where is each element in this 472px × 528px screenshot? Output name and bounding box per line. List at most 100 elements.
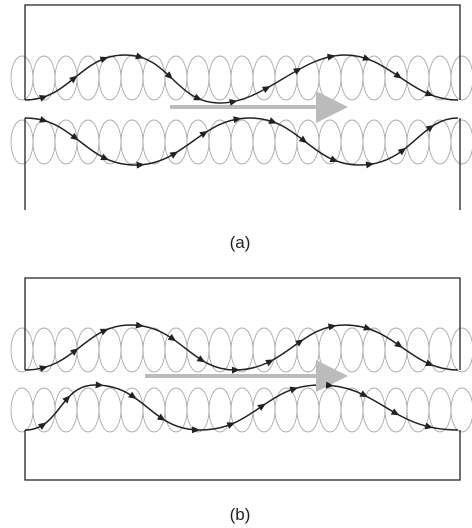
coil [318,327,342,373]
arrowhead [229,98,238,106]
coil [384,327,408,373]
arrowhead [363,323,372,331]
arrowhead [62,395,71,404]
arrowhead [70,132,79,141]
coil [76,387,100,433]
coil [318,387,342,433]
coil [10,327,34,373]
coil [274,119,298,165]
wave [24,324,459,371]
coil [32,119,56,165]
coil [340,327,364,373]
arrowhead [289,386,299,394]
arrowhead [257,403,266,411]
wave [24,117,459,166]
arrowhead [424,422,434,430]
coil [230,387,254,433]
coil [450,119,472,165]
coil [428,55,452,101]
arrowhead [325,381,335,389]
coil [274,55,298,101]
arrowhead [365,161,375,169]
coil [208,119,232,165]
coils [10,55,472,433]
upper-frame-b [24,277,461,370]
arrowhead [298,135,308,144]
arrowhead [191,426,201,434]
coil [296,119,320,165]
coil [10,387,34,433]
arrowhead [193,93,203,101]
arrowhead [295,339,304,347]
arrowhead [424,89,434,97]
arrowhead [425,124,435,133]
arrowhead [265,359,274,367]
coil [340,119,364,165]
arrowhead [327,53,336,61]
arrowhead [164,71,173,80]
arrowhead [390,408,400,416]
arrowhead [167,333,177,342]
arrowhead [100,153,110,161]
coil [164,55,188,101]
arrowhead [37,422,47,430]
coil [296,327,320,373]
coil [450,327,472,373]
arrowhead [329,155,339,163]
coil [252,119,276,165]
coil [186,387,210,433]
coil [340,55,364,101]
lower-frame-b [24,430,461,481]
coil [120,55,144,101]
arrowhead [231,366,240,374]
lower-frame-a [24,118,461,210]
coil [98,387,122,433]
coil [384,55,408,101]
coil [362,119,386,165]
arrowhead [233,116,242,124]
arrowhead [327,323,337,331]
coil [406,119,430,165]
upper-frame-a [24,4,461,100]
coil [340,387,364,433]
coil [318,55,342,101]
arrowhead [99,328,109,336]
wave [24,54,459,104]
arrowhead [69,75,78,84]
coil [142,119,166,165]
coil [230,55,254,101]
coil [230,119,254,165]
coil [384,119,408,165]
coil [362,55,386,101]
coil [208,55,232,101]
arrowhead [135,52,144,60]
arrowhead [39,116,48,123]
arrowhead [95,381,104,389]
arrowhead [196,355,206,363]
coil [142,387,166,433]
coil [186,119,210,165]
coil [186,327,210,373]
coil [230,327,254,373]
arrowhead [39,365,48,373]
arrowhead [268,117,278,124]
coil [76,327,100,373]
arrowhead [293,67,302,75]
coil [296,387,320,433]
arrowhead [169,151,179,159]
coil [296,55,320,101]
panel-label: (a) [230,233,251,252]
arrowhead [394,340,403,348]
coil [362,387,386,433]
coil [428,387,452,433]
arrowhead [128,391,137,399]
coil [142,327,166,373]
arrowhead [397,147,407,156]
coil [164,327,188,373]
coil [252,327,276,373]
coil [450,387,472,433]
arrowhead [156,413,166,421]
arrowhead [99,56,109,64]
arrowhead [70,348,79,356]
